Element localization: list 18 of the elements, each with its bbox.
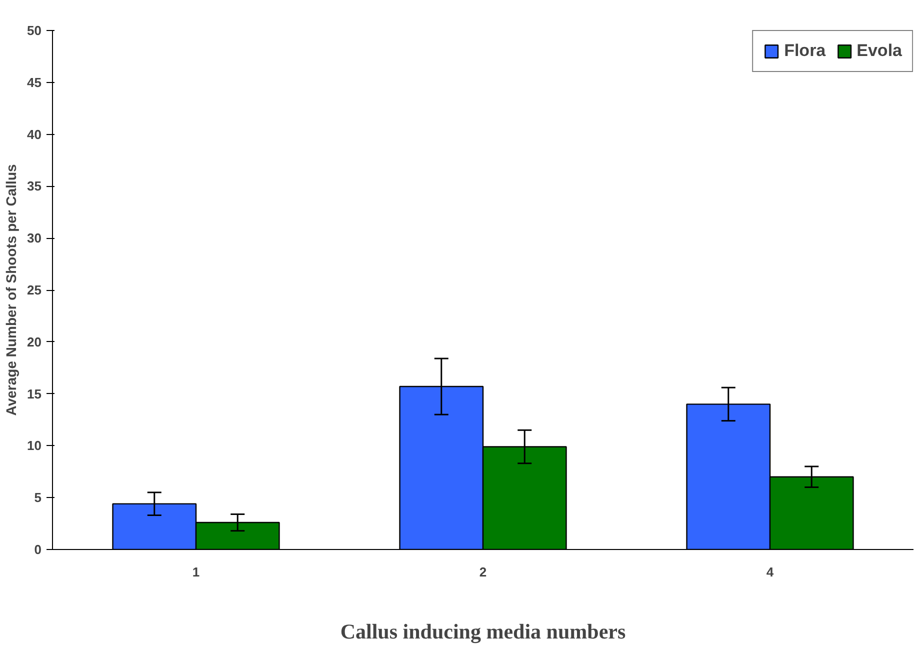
legend-label: Evola	[856, 41, 902, 61]
x-axis-title: Callus inducing media numbers	[340, 620, 626, 644]
y-tick-label: 0	[34, 542, 42, 557]
y-tick-label: 20	[27, 334, 42, 350]
legend-label: Flora	[784, 41, 826, 61]
y-axis-title: Average Number of Shoots per Callus	[3, 164, 20, 416]
y-tick-label: 30	[27, 230, 42, 246]
y-tick-label: 50	[27, 23, 42, 38]
y-tick-label: 45	[27, 74, 42, 90]
x-tick-label: 4	[766, 564, 774, 580]
y-tick-label: 10	[27, 438, 42, 454]
y-tick-label: 15	[27, 386, 42, 402]
y-tick-label: 5	[34, 490, 42, 506]
y-tick-label: 25	[27, 282, 42, 298]
y-tick-label: 35	[27, 178, 42, 194]
x-tick-label: 2	[479, 564, 487, 580]
y-tick-label: 40	[27, 126, 42, 142]
x-tick-label: 1	[192, 564, 200, 580]
